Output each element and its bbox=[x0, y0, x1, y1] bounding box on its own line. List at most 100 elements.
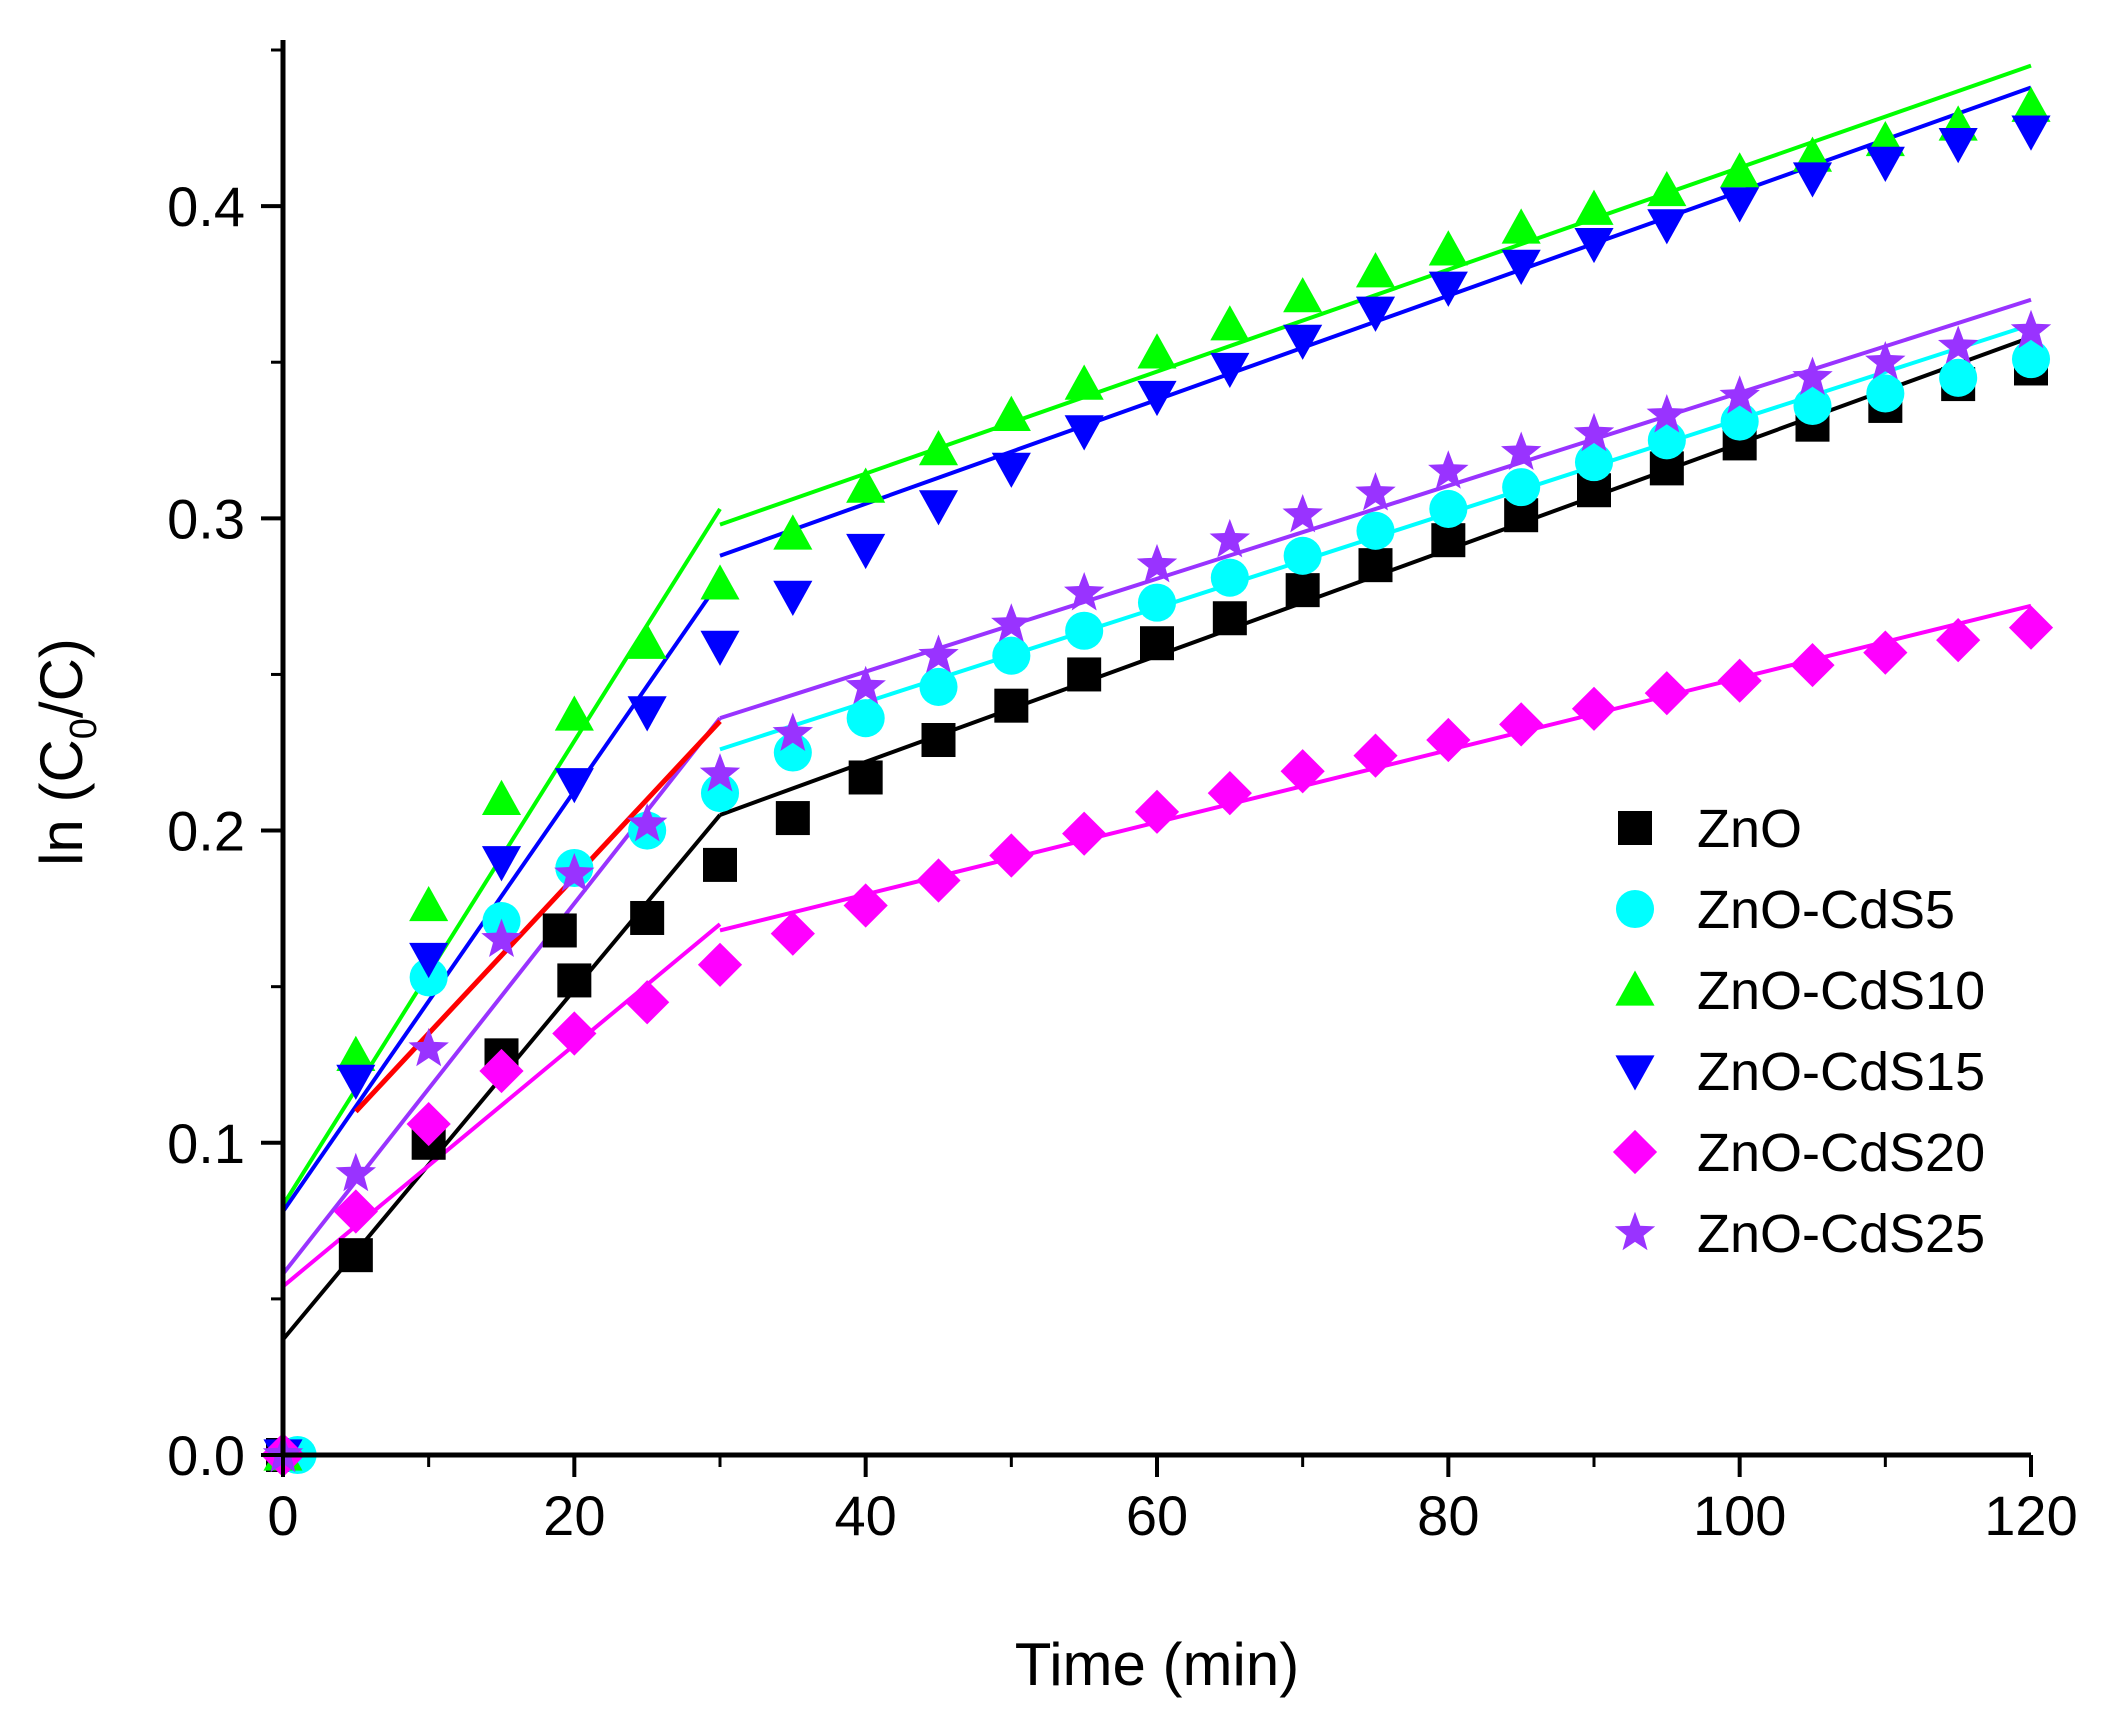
zno-cds15-legend-marker bbox=[1615, 1055, 1655, 1091]
zno-cds5-point bbox=[1574, 443, 1614, 482]
zno-cds10-point bbox=[627, 623, 667, 659]
legend-item-zno: ZnO bbox=[1618, 799, 1802, 859]
zno-cds20-fit-line-1 bbox=[281, 922, 722, 1288]
zno-cds25-point bbox=[1501, 431, 1542, 470]
zno-cds25-point bbox=[1355, 472, 1396, 511]
zno-point bbox=[848, 760, 883, 795]
zno-cds15-point bbox=[991, 452, 1031, 488]
zno-cds20-point bbox=[916, 858, 961, 903]
zno-cds15-point bbox=[336, 1064, 376, 1100]
zno-cds15-point bbox=[1428, 271, 1468, 307]
zno-cds5-point bbox=[1356, 511, 1395, 550]
zno-cds15-point bbox=[700, 630, 740, 666]
zno-cds25-point bbox=[408, 1027, 449, 1067]
zno-cds25-point bbox=[1865, 341, 1906, 380]
zno-cds25-point bbox=[481, 918, 522, 957]
zno-cds5-point bbox=[846, 699, 885, 738]
zno-cds25-point bbox=[1792, 356, 1833, 395]
zno-cds5-point bbox=[992, 636, 1031, 675]
zno-cds15-point bbox=[1574, 227, 1614, 264]
zno-cds10-point bbox=[700, 564, 740, 600]
zno-cds10-point bbox=[2011, 86, 2051, 122]
legend-label: ZnO-CdS25 bbox=[1697, 1204, 1985, 1264]
zno-cds10-point bbox=[773, 514, 813, 550]
zno-cds5-point bbox=[1137, 583, 1177, 622]
zno-cds25-legend-marker bbox=[1614, 1211, 1656, 1251]
zno-cds25-point bbox=[991, 603, 1032, 642]
legend-label: ZnO-CdS5 bbox=[1697, 880, 1955, 940]
zno-cds15-point bbox=[773, 580, 813, 616]
zno-cds25-point bbox=[1573, 412, 1615, 452]
x-tick-label: 100 bbox=[1693, 1484, 1786, 1547]
zno-cds20-legend-marker bbox=[1612, 1129, 1658, 1175]
zno-cds20-point bbox=[770, 911, 815, 956]
zno-cds25-point bbox=[699, 753, 741, 792]
zno-cds5-point bbox=[1502, 468, 1541, 507]
zno-cds10-point bbox=[1210, 305, 1250, 341]
zno-cds20-point bbox=[1863, 630, 1908, 675]
zno-cds10-point bbox=[336, 1035, 376, 1071]
zno-cds10-point bbox=[1574, 189, 1614, 225]
zno-cds20-point bbox=[1790, 642, 1835, 688]
zno-cds20-point bbox=[989, 833, 1034, 878]
zno-cds15-point bbox=[1355, 296, 1396, 332]
zno-cds25-point bbox=[1428, 450, 1469, 489]
legend-label: ZnO bbox=[1697, 799, 1802, 859]
zno-cds20-point bbox=[1134, 789, 1180, 834]
zno-cds20-point bbox=[2008, 605, 2054, 650]
zno-cds25-point bbox=[2010, 309, 2052, 349]
zno-cds15-point bbox=[2011, 115, 2051, 151]
legend-item-zno-cds25: ZnO-CdS25 bbox=[1614, 1204, 1985, 1264]
y-tick-label: 0.1 bbox=[167, 1112, 245, 1175]
zno-cds5-point bbox=[1866, 374, 1905, 413]
zno-cds20-point bbox=[1644, 671, 1689, 716]
zno-cds20-point bbox=[406, 1101, 451, 1147]
x-tick-label: 120 bbox=[1984, 1484, 2077, 1547]
zno-cds10-legend-marker bbox=[1615, 970, 1655, 1006]
red-fit-line bbox=[354, 719, 722, 1114]
zno-point bbox=[1285, 573, 1320, 608]
zno-cds10-point bbox=[1428, 230, 1468, 266]
zno-cds25-point bbox=[1282, 494, 1323, 533]
legend-item-zno-cds20: ZnO-CdS20 bbox=[1612, 1123, 1985, 1183]
legend-label: ZnO-CdS10 bbox=[1697, 961, 1985, 1021]
zno-cds25-point bbox=[1719, 375, 1760, 414]
x-tick-label: 0 bbox=[267, 1484, 298, 1547]
zno-cds15-point bbox=[1647, 209, 1687, 245]
legend-label: ZnO-CdS20 bbox=[1697, 1123, 1985, 1183]
zno-cds25-point bbox=[1209, 518, 1250, 558]
zno-cds10-point bbox=[1283, 277, 1323, 313]
zno-cds5-point bbox=[1429, 489, 1468, 529]
zno-cds25-point bbox=[1938, 325, 1979, 364]
zno-point bbox=[1140, 626, 1174, 661]
zno-cds25-point bbox=[554, 853, 595, 892]
zno-point bbox=[1067, 657, 1102, 692]
y-tick-label: 0.0 bbox=[167, 1424, 245, 1487]
zno-cds5-point bbox=[1793, 386, 1832, 425]
zno-cds25-point bbox=[1136, 543, 1178, 583]
zno-cds5-point bbox=[1210, 558, 1249, 597]
zno-cds20-point bbox=[1571, 686, 1617, 731]
zno-cds10-point bbox=[1647, 170, 1687, 207]
zno-cds20-point bbox=[1353, 733, 1398, 778]
ticks: 0 20 40 60 80 100 120 0.0 0.1 0.2 0.3 0.4 bbox=[167, 48, 2078, 1547]
zno-cds5-point bbox=[1065, 611, 1104, 650]
zno-cds25-point bbox=[1646, 394, 1687, 433]
zno-cds15-fit-line-1 bbox=[281, 579, 722, 1213]
zno-cds10-fit-line-2 bbox=[719, 63, 2032, 527]
zno-cds10-point bbox=[1355, 252, 1396, 288]
zno-cds20-point bbox=[625, 980, 670, 1025]
zno-cds5-point bbox=[1720, 402, 1759, 441]
zno-cds5-point bbox=[1647, 421, 1686, 460]
zno-cds20-point bbox=[843, 883, 888, 928]
x-tick-label: 20 bbox=[543, 1484, 605, 1547]
zno-point bbox=[775, 801, 810, 836]
zno-cds15-point bbox=[846, 533, 886, 570]
zno-cds20-point bbox=[1499, 702, 1544, 747]
zno-cds25-point bbox=[918, 634, 959, 673]
zno-cds20-point bbox=[1426, 717, 1471, 763]
zno-cds15-point bbox=[1283, 324, 1323, 360]
zno-cds15-point bbox=[627, 696, 667, 732]
zno-point bbox=[921, 723, 956, 758]
